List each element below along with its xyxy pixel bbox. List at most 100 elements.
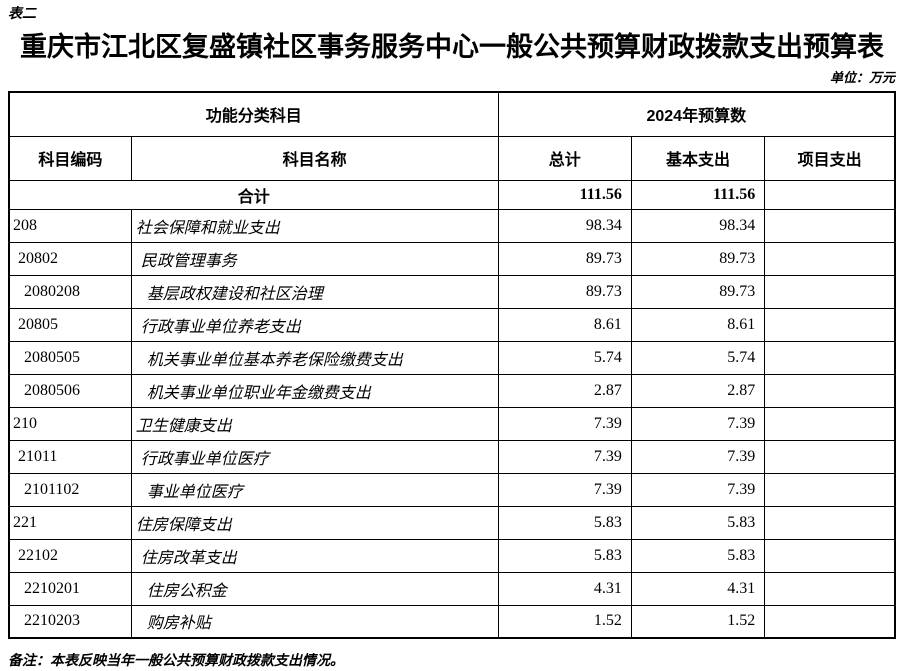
subject-code-cell: 208 — [8, 208, 132, 243]
subject-code-cell: 20805 — [8, 307, 132, 342]
basic-expense-cell: 5.83 — [630, 538, 766, 573]
subject-name-cell: 行政事业单位医疗 — [130, 439, 499, 474]
subject-name-cell: 住房改革支出 — [130, 538, 499, 573]
subject-name-cell: 机关事业单位职业年金缴费支出 — [130, 373, 499, 408]
subject-name-cell: 基层政权建设和社区治理 — [130, 274, 499, 309]
basic-expense-cell: 2.87 — [630, 373, 766, 408]
basic-expense-cell: 89.73 — [630, 241, 766, 276]
table-row: 20802 民政管理事务 89.73 89.73 — [8, 241, 896, 276]
project-expense-cell — [764, 406, 896, 441]
project-expense-cell — [764, 179, 896, 210]
total-value-cell: 7.39 — [497, 472, 632, 507]
subject-code-cell: 2101102 — [8, 472, 132, 507]
basic-expense-cell: 8.61 — [630, 307, 766, 342]
header-code: 科目编码 — [8, 135, 132, 181]
table-row: 20805 行政事业单位养老支出 8.61 8.61 — [8, 307, 896, 342]
project-expense-cell — [764, 307, 896, 342]
subject-name-cell: 购房补贴 — [130, 604, 499, 639]
basic-expense-cell: 4.31 — [630, 571, 766, 606]
subject-code-cell: 221 — [8, 505, 132, 540]
table-head: 功能分类科目 2024年预算数 科目编码 科目名称 总计 基本支出 项目支出 — [8, 91, 896, 181]
project-expense-cell — [764, 505, 896, 540]
subject-code-cell: 2080505 — [8, 340, 132, 375]
total-value-cell: 5.74 — [497, 340, 632, 375]
table-row: 2080506 机关事业单位职业年金缴费支出 2.87 2.87 — [8, 373, 896, 408]
subject-code-cell: 20802 — [8, 241, 132, 276]
total-value-cell: 98.34 — [497, 208, 632, 243]
basic-expense-cell: 7.39 — [630, 472, 766, 507]
basic-expense-cell: 7.39 — [630, 406, 766, 441]
header-project: 项目支出 — [764, 135, 896, 181]
header-total: 总计 — [497, 135, 632, 181]
subject-name-cell: 行政事业单位养老支出 — [130, 307, 499, 342]
subject-code-cell: 2210203 — [8, 604, 132, 639]
table-row: 21011 行政事业单位医疗 7.39 7.39 — [8, 439, 896, 474]
total-value-cell: 7.39 — [497, 439, 632, 474]
project-expense-cell — [764, 538, 896, 573]
basic-expense-cell: 7.39 — [630, 439, 766, 474]
subject-name-cell: 机关事业单位基本养老保险缴费支出 — [130, 340, 499, 375]
basic-expense-cell: 111.56 — [630, 179, 766, 210]
subject-code-cell: 2080208 — [8, 274, 132, 309]
total-value-cell: 8.61 — [497, 307, 632, 342]
header-function-category: 功能分类科目 — [8, 91, 499, 137]
table-row: 2210203 购房补贴 1.52 1.52 — [8, 604, 896, 639]
project-expense-cell — [764, 208, 896, 243]
table-row: 208 社会保障和就业支出 98.34 98.34 — [8, 208, 896, 243]
header-budget-year: 2024年预算数 — [497, 91, 896, 137]
subject-name-cell: 住房公积金 — [130, 571, 499, 606]
header-row-groups: 功能分类科目 2024年预算数 — [8, 91, 896, 137]
total-value-cell: 2.87 — [497, 373, 632, 408]
subject-name-cell: 社会保障和就业支出 — [130, 208, 499, 243]
header-name: 科目名称 — [130, 135, 499, 181]
total-value-cell: 5.83 — [497, 505, 632, 540]
footnote: 备注：本表反映当年一般公共预算财政拨款支出情况。 — [8, 654, 344, 669]
project-expense-cell — [764, 604, 896, 639]
table-body: 合计 111.56 111.56 208 社会保障和就业支出 98.34 98.34 2080… — [8, 179, 896, 639]
subject-name-cell: 民政管理事务 — [130, 241, 499, 276]
table-label: 表二 — [8, 7, 36, 22]
table-row: 2101102 事业单位医疗 7.39 7.39 — [8, 472, 896, 507]
total-value-cell: 7.39 — [497, 406, 632, 441]
total-value-cell: 4.31 — [497, 571, 632, 606]
subject-code-cell: 22102 — [8, 538, 132, 573]
unit-note: 单位：万元 — [829, 70, 895, 85]
basic-expense-cell: 1.52 — [630, 604, 766, 639]
project-expense-cell — [764, 340, 896, 375]
table-row: 221 住房保障支出 5.83 5.83 — [8, 505, 896, 540]
total-value-cell: 111.56 — [497, 179, 632, 210]
project-expense-cell — [764, 373, 896, 408]
subject-code-cell: 2080506 — [8, 373, 132, 408]
basic-expense-cell: 5.74 — [630, 340, 766, 375]
table-row: 210 卫生健康支出 7.39 7.39 — [8, 406, 896, 441]
subject-code-cell: 21011 — [8, 439, 132, 474]
basic-expense-cell: 98.34 — [630, 208, 766, 243]
project-expense-cell — [764, 439, 896, 474]
project-expense-cell — [764, 472, 896, 507]
budget-table: 功能分类科目 2024年预算数 科目编码 科目名称 总计 基本支出 项目支出 合… — [8, 91, 896, 639]
total-value-cell: 1.52 — [497, 604, 632, 639]
basic-expense-cell: 89.73 — [630, 274, 766, 309]
page-title: 重庆市江北区复盛镇社区事务服务中心一般公共预算财政拨款支出预算表 — [20, 32, 884, 62]
table-row: 2080208 基层政权建设和社区治理 89.73 89.73 — [8, 274, 896, 309]
subject-code-cell: 210 — [8, 406, 132, 441]
subject-name-cell: 住房保障支出 — [130, 505, 499, 540]
subject-code-cell: 2210201 — [8, 571, 132, 606]
total-row: 合计 111.56 111.56 — [8, 179, 896, 210]
header-basic: 基本支出 — [630, 135, 766, 181]
subject-name-cell: 事业单位医疗 — [130, 472, 499, 507]
table-row: 22102 住房改革支出 5.83 5.83 — [8, 538, 896, 573]
total-value-cell: 89.73 — [497, 241, 632, 276]
total-value-cell: 5.83 — [497, 538, 632, 573]
total-value-cell: 89.73 — [497, 274, 632, 309]
table-row: 2210201 住房公积金 4.31 4.31 — [8, 571, 896, 606]
project-expense-cell — [764, 274, 896, 309]
project-expense-cell — [764, 571, 896, 606]
subject-name-cell: 卫生健康支出 — [130, 406, 499, 441]
project-expense-cell — [764, 241, 896, 276]
total-label-cell: 合计 — [8, 179, 499, 210]
basic-expense-cell: 5.83 — [630, 505, 766, 540]
table-row: 2080505 机关事业单位基本养老保险缴费支出 5.74 5.74 — [8, 340, 896, 375]
header-row-columns: 科目编码 科目名称 总计 基本支出 项目支出 — [8, 135, 896, 181]
